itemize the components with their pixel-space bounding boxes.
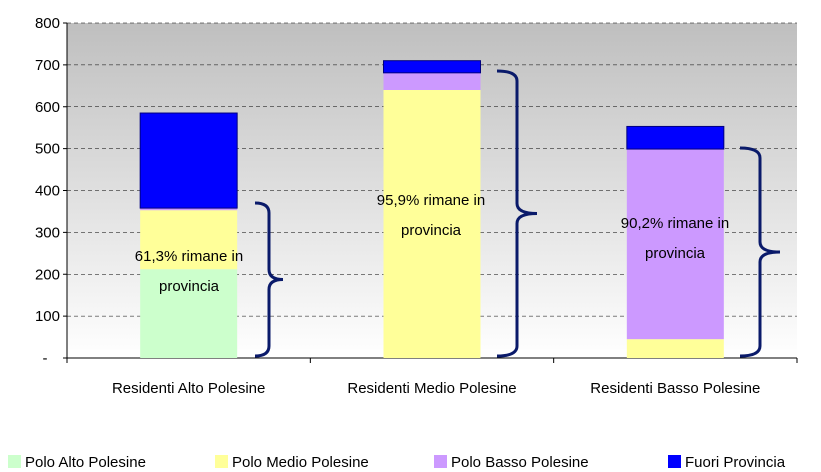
legend-label: Polo Alto Polesine <box>25 454 146 471</box>
y-tick-label: 200 <box>35 266 60 283</box>
x-tick-label: Residenti Medio Polesine <box>347 380 516 397</box>
y-tick-label: 500 <box>35 141 60 158</box>
x-tick-label: Residenti Alto Polesine <box>112 380 265 397</box>
legend-label: Polo Basso Polesine <box>451 454 589 471</box>
annotation: 90,2% rimane in provincia <box>621 215 729 262</box>
bar-segment <box>383 72 481 90</box>
bar-segment <box>139 112 238 209</box>
y-tick-label: 100 <box>35 308 60 325</box>
y-tick-label: 700 <box>35 57 60 74</box>
bar-segment <box>383 60 481 74</box>
y-tick-label: 300 <box>35 224 60 241</box>
annotation: 95,9% rimane in provincia <box>377 192 485 239</box>
y-tick-label: 800 <box>35 15 60 32</box>
legend-label: Fuori Provincia <box>685 454 786 471</box>
bar-segment <box>140 269 238 358</box>
bar-segment <box>140 208 238 211</box>
annotation: 61,3% rimane in provincia <box>135 248 243 295</box>
bar-segment <box>626 339 724 358</box>
brace <box>496 69 538 358</box>
legend-swatch <box>8 455 21 468</box>
brace <box>739 146 781 358</box>
legend-swatch <box>215 455 228 468</box>
y-tick-label: 400 <box>35 183 60 200</box>
y-tick-label: - <box>43 350 48 367</box>
legend-label: Polo Medio Polesine <box>232 454 369 471</box>
bar-segment <box>626 149 724 340</box>
brace <box>254 201 284 358</box>
legend-swatch <box>434 455 447 468</box>
legend-swatch <box>668 455 681 468</box>
bar-segment <box>626 125 725 150</box>
bar-segment <box>140 210 238 270</box>
y-tick-label: 600 <box>35 99 60 116</box>
x-tick-label: Residenti Basso Polesine <box>590 380 760 397</box>
bar-segment <box>383 90 481 358</box>
